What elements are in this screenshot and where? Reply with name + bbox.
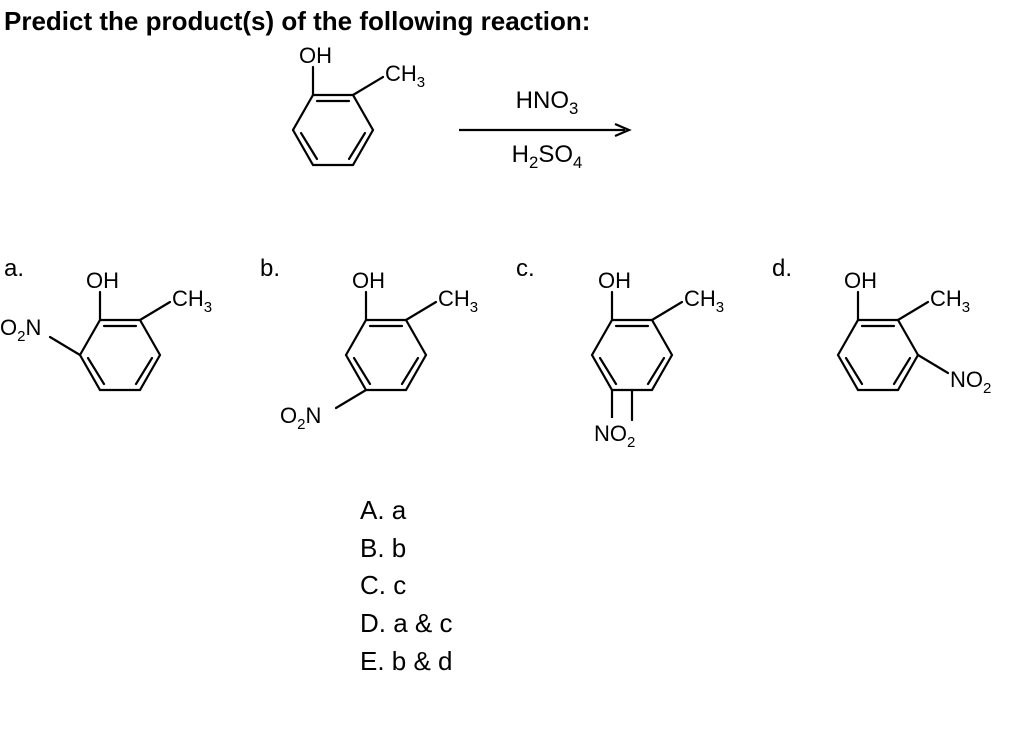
label-ch3: CH3 (385, 61, 425, 91)
answer-structures: a. OH CH3 O2N b. (0, 255, 1024, 472)
svg-text:OH: OH (352, 268, 385, 293)
label-oh: OH (299, 45, 332, 68)
svg-text:CH3: CH3 (930, 286, 970, 316)
option-a: A. a (360, 492, 1024, 530)
option-d: D. a & c (360, 605, 1024, 643)
reaction-scheme: OH CH3 HNO3 H2SO4 (0, 45, 1024, 215)
label-d: d. (772, 255, 792, 283)
svg-text:NO2: NO2 (950, 367, 991, 397)
structure-a: a. OH CH3 O2N (0, 255, 248, 472)
svg-text:O2N: O2N (0, 315, 41, 345)
structure-c: c. OH CH3 NO2 (512, 255, 760, 472)
svg-text:CH3: CH3 (684, 286, 724, 316)
option-b: B. b (360, 530, 1024, 568)
starting-material: OH CH3 (243, 45, 433, 215)
answer-options: A. a B. b C. c D. a & c E. b & d (360, 492, 1024, 680)
option-c: C. c (360, 567, 1024, 605)
svg-text:OH: OH (844, 268, 877, 293)
svg-text:CH3: CH3 (438, 286, 478, 316)
label-a: a. (4, 255, 24, 283)
structure-d: d. OH CH3 NO2 (768, 255, 1016, 472)
reagent-top: HNO3 (516, 87, 579, 119)
label-c: c. (516, 255, 535, 283)
svg-text:CH3: CH3 (172, 286, 212, 316)
svg-text:OH: OH (598, 268, 631, 293)
reaction-arrow (457, 121, 637, 139)
svg-text:OH: OH (86, 268, 119, 293)
svg-text:O2N: O2N (280, 403, 321, 433)
structure-b: b. OH CH3 O2N (256, 255, 504, 472)
label-b: b. (260, 255, 280, 283)
svg-text:NO2: NO2 (594, 421, 635, 451)
reagent-bottom: H2SO4 (512, 141, 583, 173)
option-e: E. b & d (360, 643, 1024, 681)
question-title: Predict the product(s) of the following … (0, 0, 1024, 37)
